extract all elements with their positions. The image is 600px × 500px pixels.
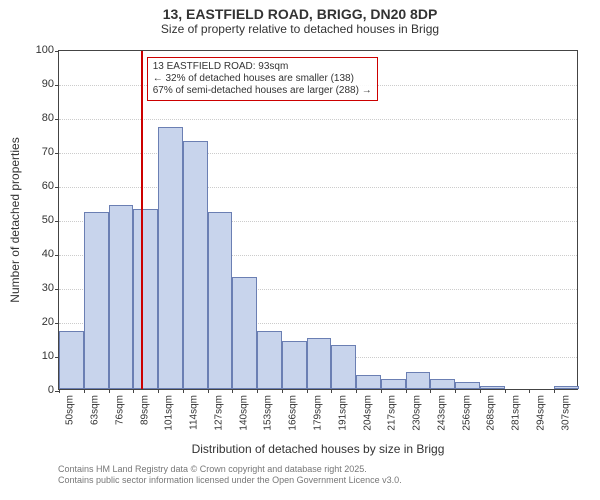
x-tick — [554, 389, 555, 393]
x-tick — [331, 389, 332, 393]
x-tick-label: 166sqm — [288, 395, 299, 431]
x-tick-label: 307sqm — [560, 395, 571, 431]
histogram-bar — [109, 205, 134, 389]
x-tick — [282, 389, 283, 393]
y-tick-label: 70 — [14, 146, 54, 158]
y-tick — [55, 153, 59, 154]
x-tick — [356, 389, 357, 393]
gridline — [59, 187, 577, 188]
x-tick — [505, 389, 506, 393]
x-tick-label: 114sqm — [189, 395, 200, 430]
gridline — [59, 119, 577, 120]
chart-title-2: Size of property relative to detached ho… — [0, 22, 600, 40]
chart-container: 13, EASTFIELD ROAD, BRIGG, DN20 8DP Size… — [0, 0, 600, 500]
y-tick — [55, 255, 59, 256]
histogram-bar — [232, 277, 257, 389]
histogram-bar — [356, 375, 381, 389]
histogram-bar — [455, 382, 480, 389]
y-tick-label: 50 — [14, 214, 54, 226]
x-tick — [133, 389, 134, 393]
annotation-line: 67% of semi-detached houses are larger (… — [153, 85, 372, 97]
histogram-bar — [257, 331, 282, 389]
y-tick — [55, 323, 59, 324]
x-tick — [307, 389, 308, 393]
x-tick — [430, 389, 431, 393]
histogram-bar — [406, 372, 431, 389]
y-tick-label: 20 — [14, 316, 54, 328]
x-tick-label: 76sqm — [114, 395, 125, 425]
annotation-line: 13 EASTFIELD ROAD: 93sqm — [153, 61, 372, 73]
x-tick — [84, 389, 85, 393]
x-tick-label: 63sqm — [90, 395, 101, 425]
x-tick-label: 179sqm — [313, 395, 324, 431]
x-tick-label: 217sqm — [387, 395, 398, 431]
y-tick — [55, 187, 59, 188]
x-tick-label: 89sqm — [139, 395, 150, 425]
histogram-bar — [84, 212, 109, 389]
histogram-bar — [282, 341, 307, 389]
x-tick — [257, 389, 258, 393]
x-tick-label: 101sqm — [164, 395, 175, 431]
histogram-bar — [554, 386, 579, 389]
footer-line-1: Contains HM Land Registry data © Crown c… — [58, 464, 402, 475]
y-tick — [55, 51, 59, 52]
y-tick — [55, 289, 59, 290]
footer-attribution: Contains HM Land Registry data © Crown c… — [58, 464, 402, 486]
chart-title-1: 13, EASTFIELD ROAD, BRIGG, DN20 8DP — [0, 0, 600, 22]
x-tick — [208, 389, 209, 393]
annotation-box: 13 EASTFIELD ROAD: 93sqm← 32% of detache… — [147, 57, 378, 101]
x-tick — [455, 389, 456, 393]
y-tick — [55, 119, 59, 120]
x-tick-label: 127sqm — [213, 395, 224, 431]
histogram-bar — [307, 338, 332, 389]
y-tick — [55, 221, 59, 222]
histogram-bar — [183, 141, 208, 389]
histogram-bar — [480, 386, 505, 389]
x-tick — [59, 389, 60, 393]
x-tick-label: 230sqm — [412, 395, 423, 431]
y-tick-label: 40 — [14, 248, 54, 260]
x-tick-label: 243sqm — [436, 395, 447, 431]
x-tick — [183, 389, 184, 393]
x-tick — [232, 389, 233, 393]
y-tick-label: 90 — [14, 78, 54, 90]
plot-area: 13 EASTFIELD ROAD: 93sqm← 32% of detache… — [58, 50, 578, 390]
x-tick-label: 281sqm — [511, 395, 522, 431]
x-tick-label: 140sqm — [238, 395, 249, 431]
histogram-bar — [381, 379, 406, 389]
histogram-bar — [158, 127, 183, 389]
annotation-line: ← 32% of detached houses are smaller (13… — [153, 73, 372, 85]
histogram-bar — [208, 212, 233, 389]
footer-line-2: Contains public sector information licen… — [58, 475, 402, 486]
x-tick-label: 294sqm — [535, 395, 546, 431]
histogram-bar — [59, 331, 84, 389]
x-tick-label: 268sqm — [486, 395, 497, 431]
x-tick — [406, 389, 407, 393]
histogram-bar — [133, 209, 158, 389]
x-tick — [381, 389, 382, 393]
x-tick — [480, 389, 481, 393]
x-tick — [109, 389, 110, 393]
x-tick — [529, 389, 530, 393]
y-tick-label: 60 — [14, 180, 54, 192]
y-tick — [55, 85, 59, 86]
y-tick-label: 80 — [14, 112, 54, 124]
y-tick-label: 0 — [14, 384, 54, 396]
x-tick-label: 50sqm — [65, 395, 76, 425]
histogram-bar — [331, 345, 356, 389]
y-tick-label: 100 — [14, 44, 54, 56]
x-tick — [158, 389, 159, 393]
reference-line — [141, 51, 143, 389]
x-tick-label: 191sqm — [337, 395, 348, 431]
x-axis-label: Distribution of detached houses by size … — [58, 442, 578, 456]
x-tick-label: 204sqm — [362, 395, 373, 431]
y-tick-label: 30 — [14, 282, 54, 294]
x-tick-label: 256sqm — [461, 395, 472, 431]
y-tick-label: 10 — [14, 350, 54, 362]
x-tick-label: 153sqm — [263, 395, 274, 431]
gridline — [59, 153, 577, 154]
histogram-bar — [430, 379, 455, 389]
